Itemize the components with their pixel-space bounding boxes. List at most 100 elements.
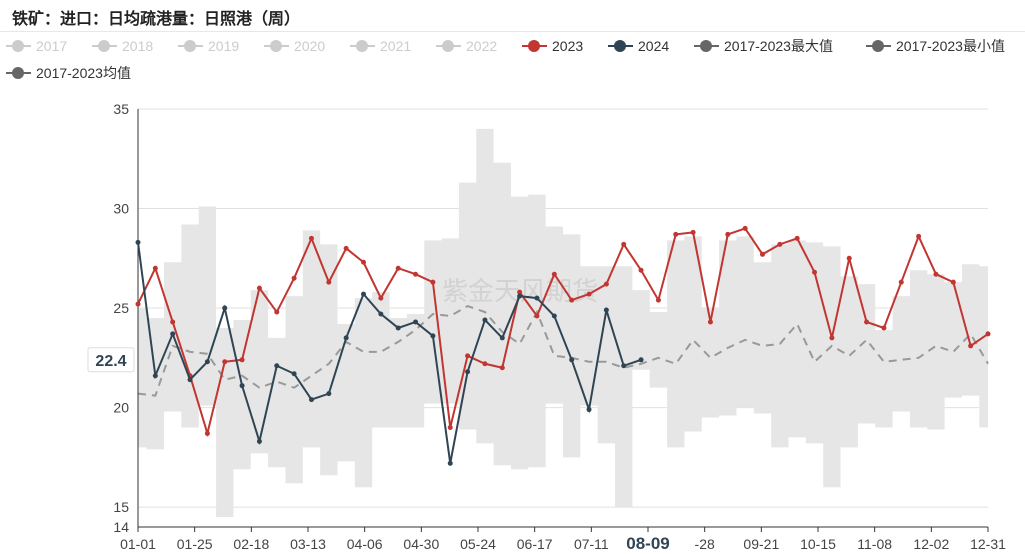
y-tick-label: 20 <box>113 400 129 416</box>
legend-item-2023[interactable]: 2023 <box>522 36 583 56</box>
series-2024-line <box>137 242 642 464</box>
series-2024-point <box>274 363 280 369</box>
mean-line <box>137 304 989 397</box>
series-2023-point <box>551 271 557 277</box>
legend-item-min[interactable]: 2017-2023最小值 <box>866 36 1005 56</box>
series-2023-point <box>586 291 592 297</box>
series-2023-point <box>881 325 887 331</box>
legend-label: 2023 <box>552 38 584 54</box>
x-tick-label: 09-21 <box>743 536 779 552</box>
series-2023-point <box>170 319 176 325</box>
x-tick-label: -28 <box>695 536 715 552</box>
legend-label: 2017-2023均值 <box>36 65 131 81</box>
y-tick-label: 35 <box>113 101 129 117</box>
series-2024-point <box>395 325 401 331</box>
x-tick-label-highlight: 08-09 <box>626 534 669 553</box>
chart-title: 铁矿：进口：日均疏港量：日照港（周） <box>12 11 301 28</box>
series-2024-point <box>517 293 523 299</box>
series-2023-point <box>499 365 505 371</box>
series-2023-point <box>326 279 332 285</box>
legend-symbol-icon <box>694 39 719 53</box>
series-2023-point <box>846 255 852 261</box>
series-2024-point <box>413 319 419 325</box>
series-2023-point <box>204 430 210 436</box>
series-2023-point <box>239 357 245 363</box>
series-2024-point <box>152 373 158 379</box>
x-tick-label: 11-08 <box>857 536 892 552</box>
series-2023-point <box>794 235 800 241</box>
legend-item-mean[interactable]: 2017-2023均值 <box>6 63 131 83</box>
series-2023-point <box>378 295 384 301</box>
series-2023-point <box>621 241 627 247</box>
legend-label: 2021 <box>380 38 412 54</box>
legend-item-2022[interactable]: 2022 <box>436 36 497 56</box>
legend-label: 2024 <box>638 38 670 54</box>
x-tick-label: 05-24 <box>460 536 496 552</box>
series-2023-point <box>916 233 922 239</box>
series-2023-point <box>256 285 262 291</box>
legend-symbol-icon <box>866 39 891 53</box>
legend-symbol-icon <box>178 39 203 53</box>
series-2023-point <box>135 301 141 307</box>
series-2023-point <box>395 265 401 271</box>
series-2024-point <box>430 333 436 339</box>
series-2024-point <box>326 391 332 397</box>
series-2023-point <box>638 267 644 273</box>
legend-symbol-icon <box>6 39 31 53</box>
series-2023-point <box>725 231 731 237</box>
series-2023-point <box>812 269 818 275</box>
legend-item-2018[interactable]: 2018 <box>92 36 153 56</box>
legend-item-2024[interactable]: 2024 <box>608 36 669 56</box>
legend-item-2020[interactable]: 2020 <box>264 36 325 56</box>
series-2023-point <box>985 331 991 337</box>
series-2024-point <box>621 363 627 369</box>
series-2023-point <box>517 289 523 295</box>
legend-label: 2018 <box>122 38 154 54</box>
legend-label: 2019 <box>208 38 240 54</box>
x-tick-label: 04-30 <box>403 536 439 552</box>
legend-item-2017[interactable]: 2017 <box>6 36 67 56</box>
series-2024-point <box>378 311 384 317</box>
series-2023-point <box>673 231 679 237</box>
series-2024-point <box>204 359 210 365</box>
x-tick-label: 03-13 <box>290 536 326 552</box>
min-max-band <box>138 128 988 518</box>
series-2024-point <box>239 383 245 389</box>
series-2023-point <box>707 319 713 325</box>
legend-item-2021[interactable]: 2021 <box>350 36 411 56</box>
series-2024-point <box>499 335 505 341</box>
y-tick-label: 30 <box>113 201 129 217</box>
series-2024-point <box>551 313 557 319</box>
series-2024-point <box>187 377 193 383</box>
series-2024-point <box>482 317 488 323</box>
legend-symbol-icon <box>92 39 117 53</box>
series-2024-point <box>586 407 592 413</box>
series-2023-point <box>777 241 783 247</box>
x-tick-label: 07-11 <box>574 536 609 552</box>
legend-symbol-icon <box>350 39 375 53</box>
legend-item-2019[interactable]: 2019 <box>178 36 239 56</box>
legend-label: 2017 <box>36 38 68 54</box>
y-tick-label: 25 <box>113 300 129 316</box>
legend-symbol-icon <box>6 66 31 80</box>
series-2024-point <box>361 291 367 297</box>
series-2023-point <box>274 309 280 315</box>
series-2023-point <box>430 279 436 285</box>
series-2023-point <box>864 319 870 325</box>
series-2024-point <box>256 438 262 444</box>
series-2024-point <box>465 369 471 375</box>
series-2023-point <box>413 271 419 277</box>
series-2024-point <box>603 307 609 313</box>
series-2023-point <box>933 271 939 277</box>
series-2023-line <box>137 227 989 438</box>
y-tick-label: 14 <box>113 519 129 535</box>
legend-label: 2022 <box>466 38 498 54</box>
series-2023-point <box>968 343 974 349</box>
series-2023-point <box>222 359 228 365</box>
series-2023-point <box>690 229 696 235</box>
x-tick-label: 12-31 <box>970 536 1006 552</box>
legend-item-max[interactable]: 2017-2023最大值 <box>694 36 833 56</box>
legend-label: 2017-2023最大值 <box>724 38 833 54</box>
series-2023-point <box>447 424 453 430</box>
